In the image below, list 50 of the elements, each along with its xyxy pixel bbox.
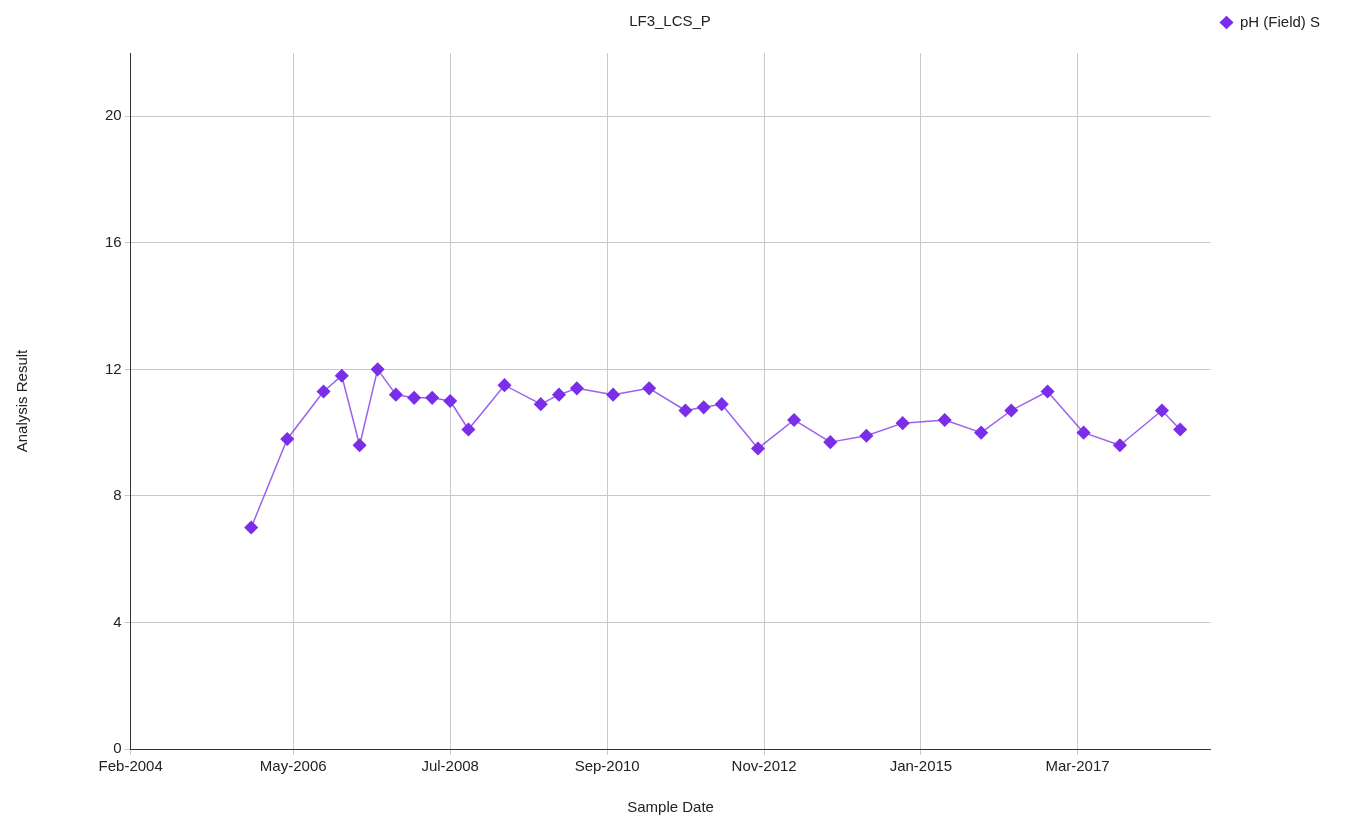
point xyxy=(1155,403,1169,418)
point xyxy=(461,422,476,437)
x-tick-label: Jul-2008 xyxy=(421,757,479,775)
point xyxy=(316,384,331,399)
point xyxy=(244,520,258,535)
point xyxy=(974,425,988,440)
point xyxy=(1173,422,1187,437)
y-tick-label: 16 xyxy=(105,232,122,250)
x-tick-label: Nov-2012 xyxy=(731,757,797,775)
point xyxy=(823,435,838,449)
y-tick-label: 12 xyxy=(105,359,122,377)
point xyxy=(1076,425,1091,440)
point xyxy=(570,381,584,396)
point xyxy=(280,432,295,446)
point xyxy=(352,438,367,453)
point xyxy=(534,397,548,411)
point xyxy=(787,413,801,427)
point xyxy=(370,362,385,377)
y-tick-label: 8 xyxy=(113,486,122,504)
point xyxy=(606,387,620,402)
y-tick-label: 20 xyxy=(105,106,122,124)
point xyxy=(425,391,439,405)
point xyxy=(696,400,711,415)
point xyxy=(859,429,874,443)
point xyxy=(1004,403,1019,418)
chart-title: LF3_LCS_P xyxy=(629,12,711,30)
point xyxy=(895,416,910,430)
point xyxy=(642,381,656,396)
point xyxy=(443,394,457,408)
y-axis-title: Analysis Result xyxy=(13,348,31,453)
x-tick-label: Sep-2010 xyxy=(574,757,640,775)
point xyxy=(751,441,765,456)
y-tick-label: 0 xyxy=(113,739,122,757)
point xyxy=(552,387,566,402)
x-tick-label: Jan-2015 xyxy=(889,757,953,775)
point xyxy=(497,378,512,392)
x-tick-label: Feb-2004 xyxy=(98,757,163,775)
x-tick-label: Mar-2017 xyxy=(1045,757,1110,775)
x-axis-title: Sample Date xyxy=(627,798,714,816)
point xyxy=(937,413,952,427)
point xyxy=(678,403,693,418)
point xyxy=(1040,384,1055,399)
y-tick-label: 4 xyxy=(113,612,122,630)
legend-label: pH (Field) S xyxy=(1239,12,1321,30)
point xyxy=(1113,438,1127,453)
point xyxy=(714,397,729,411)
point xyxy=(389,387,403,402)
point xyxy=(335,368,349,383)
point xyxy=(407,391,421,405)
x-tick-label: May-2006 xyxy=(259,757,327,775)
